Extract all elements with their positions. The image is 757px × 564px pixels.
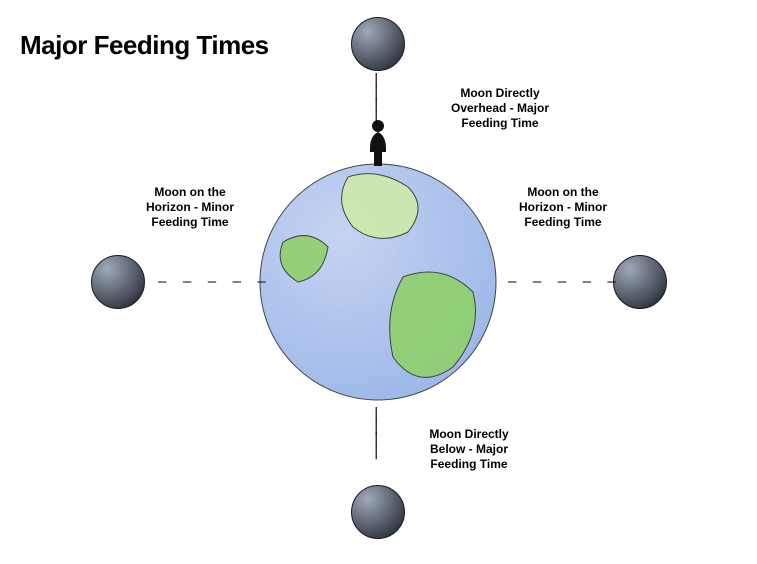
label-left-l3: Feeding Time xyxy=(151,215,228,229)
label-bottom-l1: Moon Directly xyxy=(429,427,508,441)
page-title: Major Feeding Times xyxy=(20,30,269,61)
label-bottom: Moon Directly Below - Major Feeding Time xyxy=(404,427,534,472)
label-left-l2: Horizon - Minor xyxy=(146,200,234,214)
dash-line-left: — — — — — xyxy=(158,274,270,290)
label-right-l2: Horizon - Minor xyxy=(519,200,607,214)
dash-line-bottom: |||| xyxy=(372,408,384,458)
earth-globe xyxy=(228,132,528,437)
label-left: Moon on the Horizon - Minor Feeding Time xyxy=(125,185,255,230)
label-right: Moon on the Horizon - Minor Feeding Time xyxy=(498,185,628,230)
dash-line-top: |||| xyxy=(372,74,384,124)
moon-right xyxy=(613,255,667,309)
moon-top xyxy=(351,17,405,71)
label-top: Moon Directly Overhead - Major Feeding T… xyxy=(430,86,570,131)
label-bottom-l2: Below - Major xyxy=(430,442,508,456)
person-icon xyxy=(370,120,386,166)
moon-left xyxy=(91,255,145,309)
label-left-l1: Moon on the xyxy=(154,185,225,199)
label-right-l3: Feeding Time xyxy=(524,215,601,229)
label-top-l3: Feeding Time xyxy=(461,116,538,130)
label-top-l2: Overhead - Major xyxy=(451,101,549,115)
label-right-l1: Moon on the xyxy=(527,185,598,199)
label-top-l1: Moon Directly xyxy=(460,86,539,100)
dash-line-right: — — — — — xyxy=(508,274,620,290)
moon-bottom xyxy=(351,485,405,539)
label-bottom-l3: Feeding Time xyxy=(430,457,507,471)
